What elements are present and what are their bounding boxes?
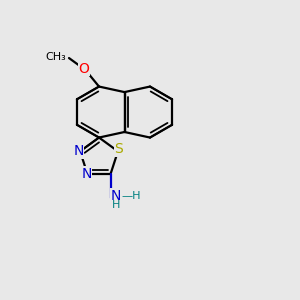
- Text: N: N: [74, 144, 84, 158]
- Text: CH₃: CH₃: [45, 52, 66, 61]
- Text: H: H: [112, 200, 120, 210]
- Text: —H: —H: [121, 191, 141, 201]
- Text: N: N: [111, 189, 121, 203]
- Text: O: O: [79, 61, 89, 76]
- Text: S: S: [115, 142, 123, 156]
- Text: N: N: [81, 167, 92, 181]
